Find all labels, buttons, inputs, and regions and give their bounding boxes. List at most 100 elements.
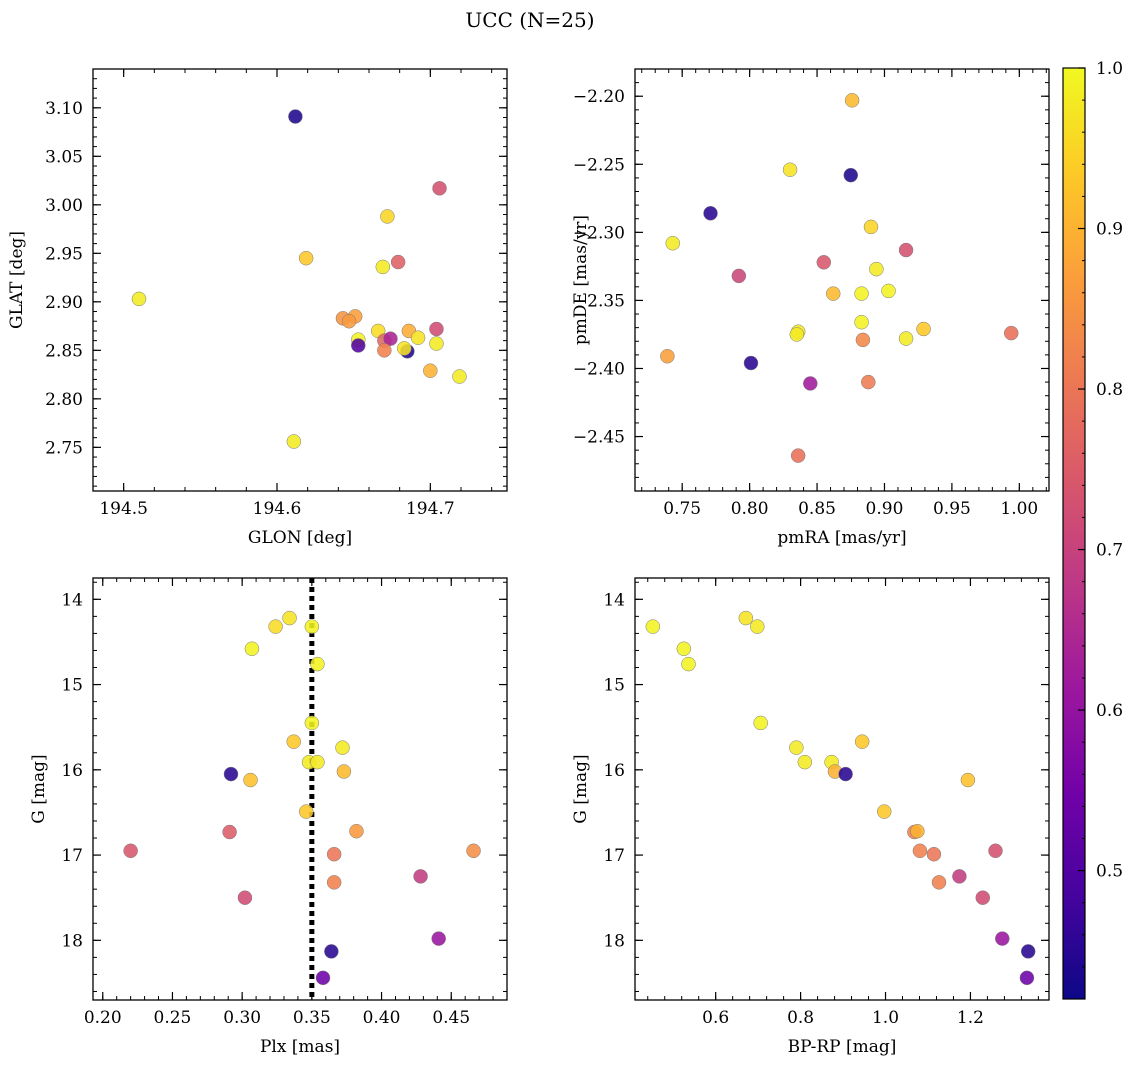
scatter-point <box>797 754 813 770</box>
scatter-point <box>844 93 860 108</box>
scatter-point <box>854 314 869 330</box>
scatter-point <box>703 206 718 221</box>
y-axis-label: G [mag] <box>571 754 591 823</box>
scatter-point <box>286 734 301 749</box>
scatter-point <box>304 715 320 731</box>
y-tick-label: 2.75 <box>45 438 83 458</box>
axes-frame <box>634 577 1050 1001</box>
x-axis-label: GLON [deg] <box>248 528 352 548</box>
y-tick-label: −2.40 <box>573 359 625 379</box>
scatter-point <box>665 235 681 251</box>
y-tick-label: 17 <box>603 846 625 866</box>
scatter-point <box>383 331 398 346</box>
colorbar-tick-label: 0.8 <box>1096 380 1123 400</box>
colorbar-tick-label: 0.5 <box>1096 862 1123 882</box>
x-axis-label: Plx [mas] <box>260 1037 340 1057</box>
axes-frame <box>634 68 1050 492</box>
figure-title: UCC (N=25) <box>465 8 594 32</box>
y-axis-label: pmDE [mas/yr] <box>571 215 591 345</box>
scatter-point <box>995 931 1010 946</box>
scatter-point <box>222 824 237 840</box>
scatter-point <box>838 766 853 782</box>
x-axis-label: BP-RP [mag] <box>788 1037 897 1057</box>
scatter-point <box>268 619 283 634</box>
colorbar-tick-label: 0.6 <box>1096 701 1123 721</box>
x-tick-label: 0.85 <box>798 499 836 519</box>
scatter-point <box>299 804 314 819</box>
scatter-point <box>429 336 444 351</box>
x-tick-label: 0.90 <box>866 499 904 519</box>
y-tick-label: 16 <box>61 761 83 781</box>
scatter-point <box>731 268 747 284</box>
scatter-point <box>1003 325 1019 341</box>
scatter-point <box>315 970 331 986</box>
x-tick-label: 1.2 <box>957 1008 984 1028</box>
scatter-point <box>423 363 438 378</box>
scatter-point <box>310 754 325 770</box>
scatter-point <box>466 843 481 859</box>
y-tick-label: 3.10 <box>45 99 83 119</box>
x-tick-label: 1.00 <box>1000 499 1038 519</box>
scatter-point <box>790 448 806 463</box>
x-tick-label: 0.35 <box>293 1008 331 1028</box>
scatter-point <box>351 338 366 353</box>
x-tick-label: 194.6 <box>253 499 302 519</box>
scatter-point <box>282 610 297 626</box>
scatter-point <box>349 823 364 839</box>
x-tick-label: 0.80 <box>731 499 769 519</box>
axes-frame <box>92 577 508 1001</box>
scatter-point <box>898 331 914 346</box>
scatter-point <box>298 250 314 266</box>
scatter-point <box>304 619 320 634</box>
scatter-point <box>912 843 928 859</box>
scatter-point <box>335 740 350 755</box>
y-tick-label: 2.95 <box>45 244 83 264</box>
x-tick-label: 0.6 <box>702 1008 729 1028</box>
scatter-point <box>390 254 406 270</box>
scatter-point <box>429 321 444 337</box>
scatter-point <box>869 261 884 277</box>
y-tick-label: 3.00 <box>45 196 83 216</box>
x-tick-label: 0.25 <box>154 1008 192 1028</box>
x-tick-label: 0.30 <box>223 1008 261 1028</box>
scatter-point <box>854 286 869 301</box>
scatter-point <box>743 355 759 371</box>
x-tick-label: 0.45 <box>432 1008 470 1028</box>
scatter-point <box>237 890 253 905</box>
scatter-point <box>753 715 768 731</box>
y-tick-label: 14 <box>603 590 625 610</box>
axes-frame <box>92 68 508 492</box>
y-tick-label: −2.30 <box>573 223 625 243</box>
scatter-point <box>341 313 357 329</box>
scatter-point <box>431 931 446 946</box>
y-tick-label: 2.90 <box>45 293 83 313</box>
y-tick-label: 3.05 <box>45 147 83 167</box>
scatter-point <box>789 327 805 342</box>
scatter-point <box>123 843 138 859</box>
y-tick-label: 17 <box>61 846 83 866</box>
y-tick-label: −2.45 <box>573 428 625 448</box>
y-tick-label: 15 <box>61 676 83 696</box>
scatter-point <box>916 321 931 337</box>
scatter-point <box>861 374 876 390</box>
x-tick-label: 194.5 <box>99 499 148 519</box>
scatter-point <box>803 376 818 391</box>
scatter-point <box>1019 970 1035 986</box>
scatter-point <box>843 167 859 183</box>
scatter-point <box>863 219 879 235</box>
scatter-point <box>413 869 428 884</box>
scatter-point <box>410 330 426 345</box>
panel-4: 0.6 0.8 1.0 1.2 14 15 16 17 18 BP-RP [mag] G [mag] <box>571 577 1050 1057</box>
scatter-point <box>286 434 302 449</box>
scatter-point <box>738 610 754 626</box>
scatter-point <box>326 846 342 862</box>
colorbar-tick-label: 0.7 <box>1096 541 1123 561</box>
panel-1: 194.5 194.6 194.7 2.75 2.80 2.85 2.90 2.95 3.00 3… <box>7 68 508 548</box>
scatter-point <box>380 209 395 224</box>
y-tick-label: 18 <box>61 931 83 951</box>
scatter-point <box>750 619 765 634</box>
scatter-point <box>910 823 925 839</box>
scatter-point <box>645 619 661 634</box>
scatter-point <box>988 843 1003 859</box>
scatter-point <box>681 656 696 672</box>
